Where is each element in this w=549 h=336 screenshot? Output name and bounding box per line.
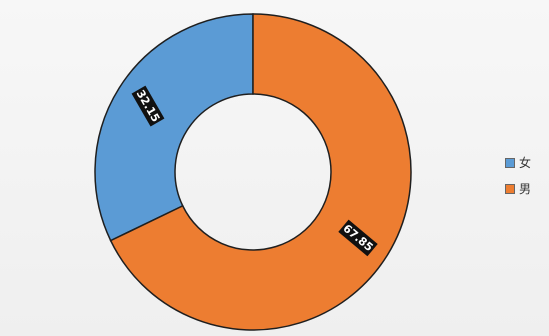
legend-swatch-female xyxy=(505,158,515,168)
legend-swatch-male xyxy=(505,184,515,194)
legend: 女 男 xyxy=(505,150,549,202)
legend-item-male: 男 xyxy=(505,176,549,202)
legend-label-female: 女 xyxy=(519,156,532,170)
donut-slice-female xyxy=(94,13,254,242)
legend-item-female: 女 xyxy=(505,150,549,176)
data-label-bg-female xyxy=(131,85,165,127)
legend-label-male: 男 xyxy=(519,182,532,196)
data-label-bg-male xyxy=(338,219,378,257)
slices-layer xyxy=(94,13,412,331)
donut-slice-male xyxy=(109,13,412,331)
